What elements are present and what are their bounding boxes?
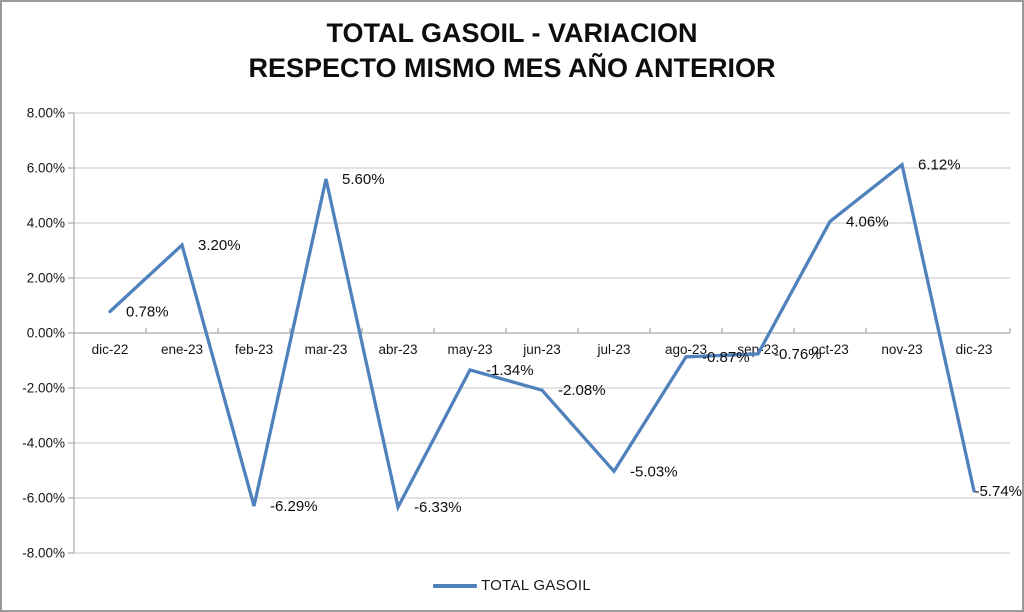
x-axis-label: mar-23 bbox=[305, 342, 348, 357]
x-axis-label: may-23 bbox=[447, 342, 492, 357]
x-axis-label: abr-23 bbox=[378, 342, 417, 357]
y-axis-label: 6.00% bbox=[27, 161, 65, 176]
data-point-label: 6.12% bbox=[918, 157, 961, 174]
data-point-label: 4.06% bbox=[846, 213, 889, 230]
data-point-label: -0.87% bbox=[702, 349, 750, 366]
x-axis-label: dic-23 bbox=[956, 342, 993, 357]
data-point-label: -6.33% bbox=[414, 499, 462, 516]
data-point-label: 3.20% bbox=[198, 237, 241, 254]
x-axis-label: jul-23 bbox=[596, 342, 630, 357]
series-line-total-gasoil bbox=[108, 161, 976, 512]
legend: TOTAL GASOIL bbox=[2, 577, 1022, 594]
chart-title-line1: TOTAL GASOIL - VARIACION bbox=[326, 18, 698, 48]
y-axis-label: -6.00% bbox=[22, 491, 65, 506]
legend-line-swatch bbox=[432, 583, 477, 588]
y-axis-label: 4.00% bbox=[27, 216, 65, 231]
chart-title-line2: RESPECTO MISMO MES AÑO ANTERIOR bbox=[248, 53, 776, 83]
data-point-label: -1.34% bbox=[486, 362, 534, 379]
y-axis-label: -8.00% bbox=[22, 546, 65, 561]
chart-title: TOTAL GASOIL - VARIACION RESPECTO MISMO … bbox=[2, 16, 1022, 86]
x-axis-label: jun-23 bbox=[522, 342, 561, 357]
data-point-label: -2.08% bbox=[558, 382, 606, 399]
data-point-label: -5.74% bbox=[974, 483, 1022, 500]
data-point-label: 0.78% bbox=[126, 304, 169, 321]
data-point-label: -0.76% bbox=[774, 346, 822, 363]
legend-label: TOTAL GASOIL bbox=[480, 577, 592, 594]
x-axis-label: feb-23 bbox=[235, 342, 273, 357]
y-axis-label: 2.00% bbox=[27, 271, 65, 286]
data-point-label: 5.60% bbox=[342, 171, 385, 188]
x-axis-label: oct-23 bbox=[811, 342, 849, 357]
y-axis-label: 0.00% bbox=[27, 326, 65, 341]
x-axis-label: nov-23 bbox=[881, 342, 922, 357]
x-axis-label: ene-23 bbox=[161, 342, 203, 357]
y-axis-label: -4.00% bbox=[22, 436, 65, 451]
data-point-label: -5.03% bbox=[630, 463, 678, 480]
x-axis-label: ago-23 bbox=[665, 342, 707, 357]
x-axis-label: dic-22 bbox=[92, 342, 129, 357]
data-point-label: -6.29% bbox=[270, 498, 318, 515]
y-axis-label: 8.00% bbox=[27, 106, 65, 121]
y-axis-label: -2.00% bbox=[22, 381, 65, 396]
